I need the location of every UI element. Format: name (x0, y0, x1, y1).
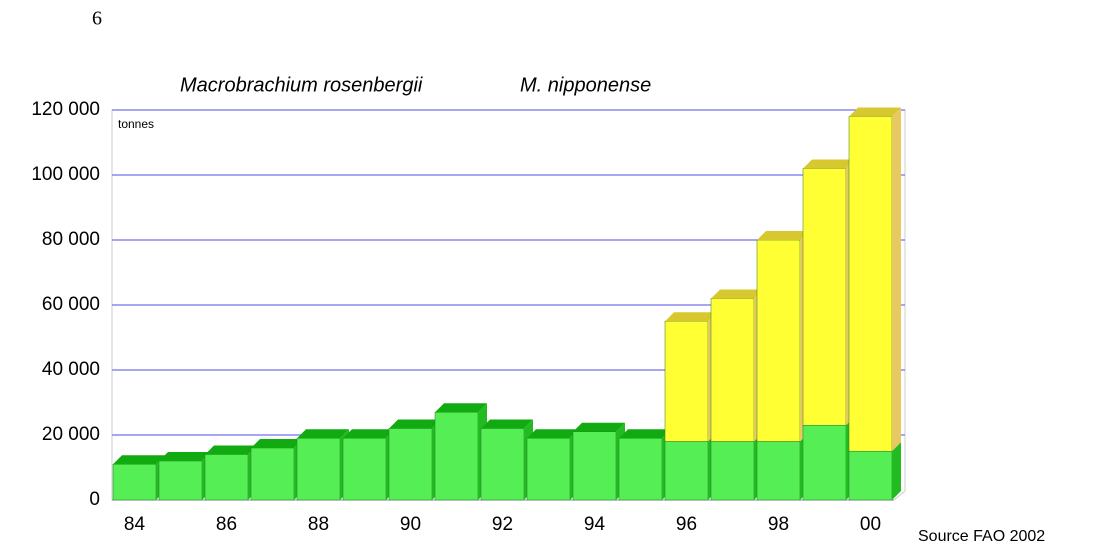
bar-top (389, 419, 441, 429)
bar-top (573, 422, 625, 432)
bar (342, 438, 387, 501)
bar (204, 454, 249, 501)
unit-label: tonnes (118, 117, 154, 131)
x-tick-label: 00 (860, 514, 881, 535)
x-tick-label: 92 (492, 514, 513, 535)
bar-top (343, 429, 395, 439)
bar (802, 425, 847, 501)
bar-top (711, 289, 763, 299)
y-tick-label: 100 000 (31, 164, 100, 185)
legend-entry[interactable]: Macrobrachium rosenbergii (180, 74, 423, 96)
x-tick-label: 84 (124, 514, 146, 535)
bar (434, 412, 479, 501)
bar (388, 428, 433, 501)
bar-side (892, 442, 901, 500)
bar (710, 441, 755, 501)
bar (112, 464, 157, 501)
y-tick-label: 120 000 (31, 99, 100, 120)
y-tick-label: 60 000 (42, 294, 100, 315)
y-tick-label: 80 000 (42, 229, 100, 250)
x-tick-label: 98 (768, 514, 789, 535)
source: Source FAO 2002 (918, 528, 1045, 545)
bar (710, 298, 755, 442)
page-number: 6 (92, 8, 102, 30)
bar (664, 321, 709, 442)
bar-top (297, 429, 349, 439)
bar-top (527, 429, 579, 439)
bar (572, 431, 617, 501)
bar-top (251, 439, 303, 448)
bar (756, 239, 801, 442)
bar (250, 447, 295, 501)
bar (618, 438, 663, 501)
bar-top (481, 419, 533, 429)
bar (664, 441, 709, 501)
bar (526, 438, 571, 501)
bar-top (757, 231, 809, 240)
bar-top (803, 159, 855, 169)
legend-entry[interactable]: M. nipponense (520, 74, 651, 96)
bar (802, 168, 847, 426)
y-tick-label: 20 000 (42, 424, 100, 445)
bar-top (205, 445, 257, 455)
bar-top (619, 429, 671, 439)
y-tick-label: 40 000 (42, 359, 100, 380)
bar (756, 441, 801, 501)
x-tick-label: 94 (584, 514, 606, 535)
bar-top (665, 312, 717, 322)
bar-top (435, 403, 487, 413)
x-tick-label: 96 (676, 514, 697, 535)
y-tick-label: 0 (89, 489, 100, 510)
x-tick-label: 88 (308, 514, 329, 535)
bar-side (892, 107, 901, 452)
bar (158, 460, 203, 501)
x-tick-label: 90 (400, 514, 421, 535)
x-tick-label: 86 (216, 514, 237, 535)
bar-top (113, 455, 165, 465)
bar (480, 428, 525, 501)
bar-top (159, 452, 211, 461)
bar (848, 116, 893, 452)
bar-top (849, 107, 901, 117)
bar (848, 451, 893, 501)
bar (296, 438, 341, 501)
